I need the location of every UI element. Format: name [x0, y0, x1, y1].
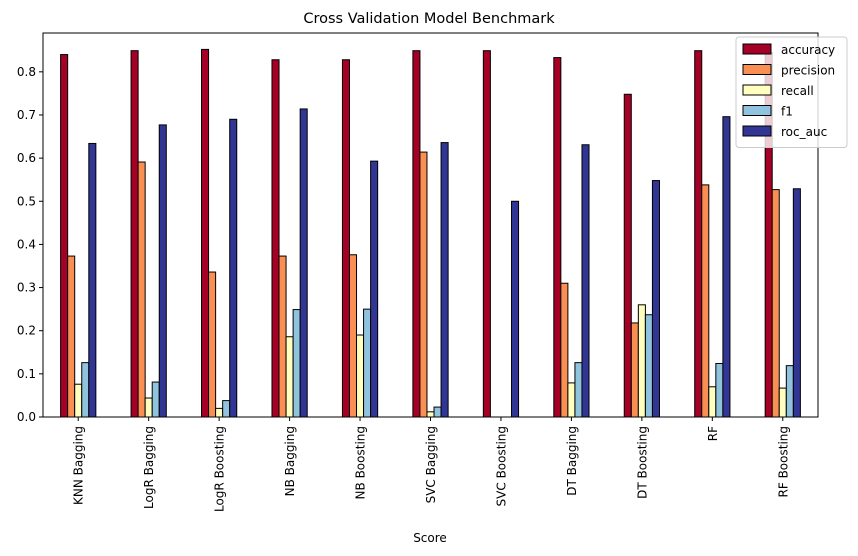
y-tick-label: 0.1 [17, 367, 36, 381]
legend-label-f1: f1 [781, 105, 793, 119]
x-axis-label: Score [413, 531, 447, 545]
x-tick-label: LogR Bagging [142, 426, 156, 509]
bar-accuracy-4 [341, 59, 350, 418]
x-tick-label: SVC Bagging [424, 426, 438, 503]
y-tick-label: 0.0 [17, 410, 36, 424]
bar-precision-9 [701, 184, 710, 418]
bar-accuracy-5 [412, 50, 421, 418]
bar-f1-10 [785, 365, 794, 418]
bar-f1-1 [151, 381, 160, 418]
x-tick-label: NB Boosting [354, 426, 368, 499]
bar-precision-3 [278, 255, 287, 418]
bar-roc_auc-6 [511, 200, 520, 418]
legend-label-recall: recall [781, 84, 814, 98]
x-tick-label: DT Bagging [565, 426, 579, 496]
bar-f1-2 [222, 400, 231, 418]
bar-roc_auc-3 [299, 108, 308, 418]
bar-accuracy-9 [694, 50, 703, 418]
legend: accuracy precision recall f1 roc_auc [735, 36, 848, 148]
x-tick-label: RF Boosting [776, 426, 790, 497]
y-tick-label: 0.7 [17, 108, 36, 122]
bar-precision-0 [67, 255, 76, 418]
bar-f1-0 [81, 362, 90, 418]
bar-accuracy-0 [60, 54, 69, 418]
y-tick-label: 0.3 [17, 281, 36, 295]
bar-precision-1 [137, 161, 146, 418]
bar-roc_auc-4 [370, 160, 379, 418]
bars-layer [60, 48, 801, 418]
x-tick-label: SVC Boosting [494, 426, 508, 506]
bar-roc_auc-8 [651, 180, 660, 418]
bar-accuracy-6 [482, 50, 491, 418]
bar-roc_auc-10 [792, 188, 801, 418]
legend-swatch-recall [742, 84, 772, 96]
x-axis: KNN Bagging LogR Bagging LogR Boosting NB B… [72, 417, 790, 512]
bar-roc_auc-2 [229, 118, 238, 418]
y-tick-label: 0.4 [17, 237, 36, 251]
bar-f1-4 [363, 308, 372, 418]
y-tick-label: 0.2 [17, 324, 36, 338]
plot-frame [42, 32, 819, 418]
bar-precision-7 [560, 282, 569, 418]
y-tick-label: 0.5 [17, 194, 36, 208]
bar-recall-1 [144, 397, 153, 418]
bar-recall-7 [567, 382, 576, 418]
bar-f1-3 [292, 309, 301, 418]
bar-precision-4 [348, 254, 358, 418]
bar-f1-5 [433, 406, 442, 418]
y-axis: 0.0 0.1 0.2 0.3 0.4 0.5 0.6 0.7 0.8 [17, 65, 43, 424]
bar-roc_auc-9 [722, 116, 731, 418]
y-tick-label: 0.6 [17, 151, 36, 165]
legend-label-precision: precision [781, 64, 835, 78]
x-tick-label: DT Boosting [635, 426, 649, 499]
bar-precision-2 [208, 271, 217, 418]
bar-recall-0 [74, 383, 83, 418]
bar-roc_auc-5 [440, 142, 449, 418]
bar-roc_auc-0 [88, 142, 97, 418]
bar-roc_auc-7 [581, 144, 590, 418]
bar-f1-9 [715, 363, 724, 418]
bar-precision-5 [419, 151, 428, 418]
bar-precision-8 [630, 322, 639, 418]
legend-swatch-accuracy [742, 43, 772, 55]
bar-recall-3 [285, 336, 294, 418]
bar-precision-10 [771, 189, 780, 418]
bar-recall-5 [426, 411, 435, 418]
bar-recall-4 [356, 334, 365, 418]
bar-roc_auc-1 [158, 124, 167, 418]
bar-recall-10 [778, 387, 787, 418]
y-tick-label: 0.8 [17, 65, 36, 79]
bar-recall-9 [708, 386, 717, 418]
x-tick-label: RF [706, 426, 720, 441]
chart-title: Cross Validation Model Benchmark [303, 11, 555, 27]
legend-swatch-precision [742, 64, 772, 75]
legend-swatch-f1 [742, 105, 772, 116]
legend-swatch-roc_auc [742, 125, 772, 137]
bar-f1-7 [574, 362, 583, 418]
bar-accuracy-2 [201, 48, 210, 418]
bar-accuracy-7 [553, 57, 562, 418]
bar-accuracy-1 [130, 50, 139, 418]
legend-label-roc_auc: roc_auc [781, 125, 827, 139]
bar-accuracy-3 [271, 59, 280, 418]
x-tick-label: LogR Boosting [213, 426, 227, 512]
legend-label-accuracy: accuracy [781, 43, 835, 57]
x-tick-label: KNN Bagging [72, 426, 86, 505]
bar-accuracy-8 [623, 93, 632, 418]
bar-recall-2 [215, 407, 224, 418]
x-tick-label: NB Bagging [283, 426, 297, 496]
bar-f1-8 [644, 314, 653, 418]
bar-recall-8 [637, 304, 646, 418]
